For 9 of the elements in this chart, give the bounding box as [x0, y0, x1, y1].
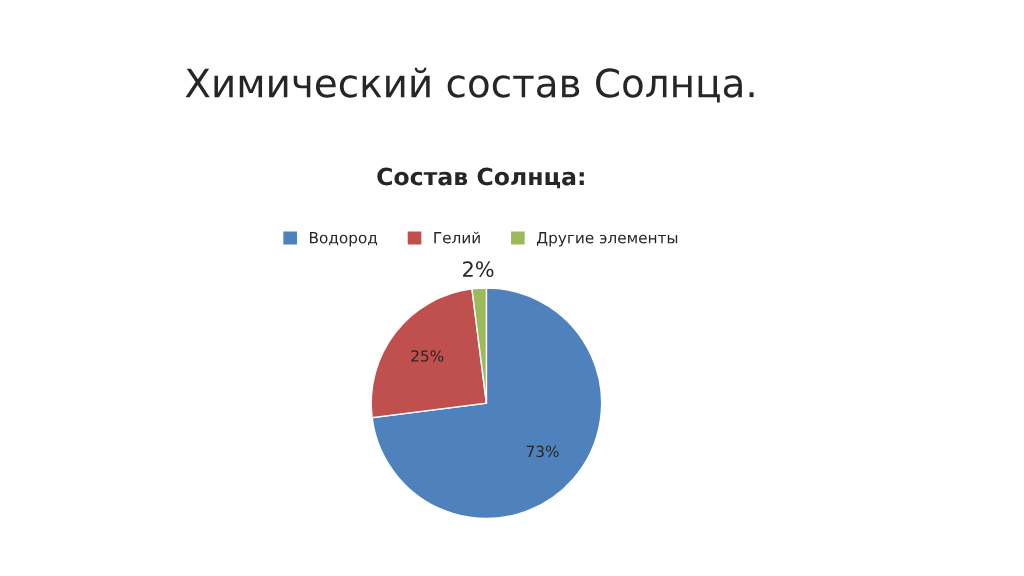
- chart-title: Химический состав Солнца.: [185, 67, 754, 103]
- chart-subtitle: Состав Солнца:: [377, 167, 584, 189]
- pie-slice: [371, 287, 603, 520]
- data-label: 2%: [463, 261, 494, 278]
- legend-label: Водород: [310, 232, 378, 247]
- data-label: 25%: [411, 350, 444, 362]
- legend-label: Другие элементы: [536, 232, 678, 247]
- data-label: 73%: [526, 445, 559, 458]
- legend-label: Гелий: [434, 231, 480, 244]
